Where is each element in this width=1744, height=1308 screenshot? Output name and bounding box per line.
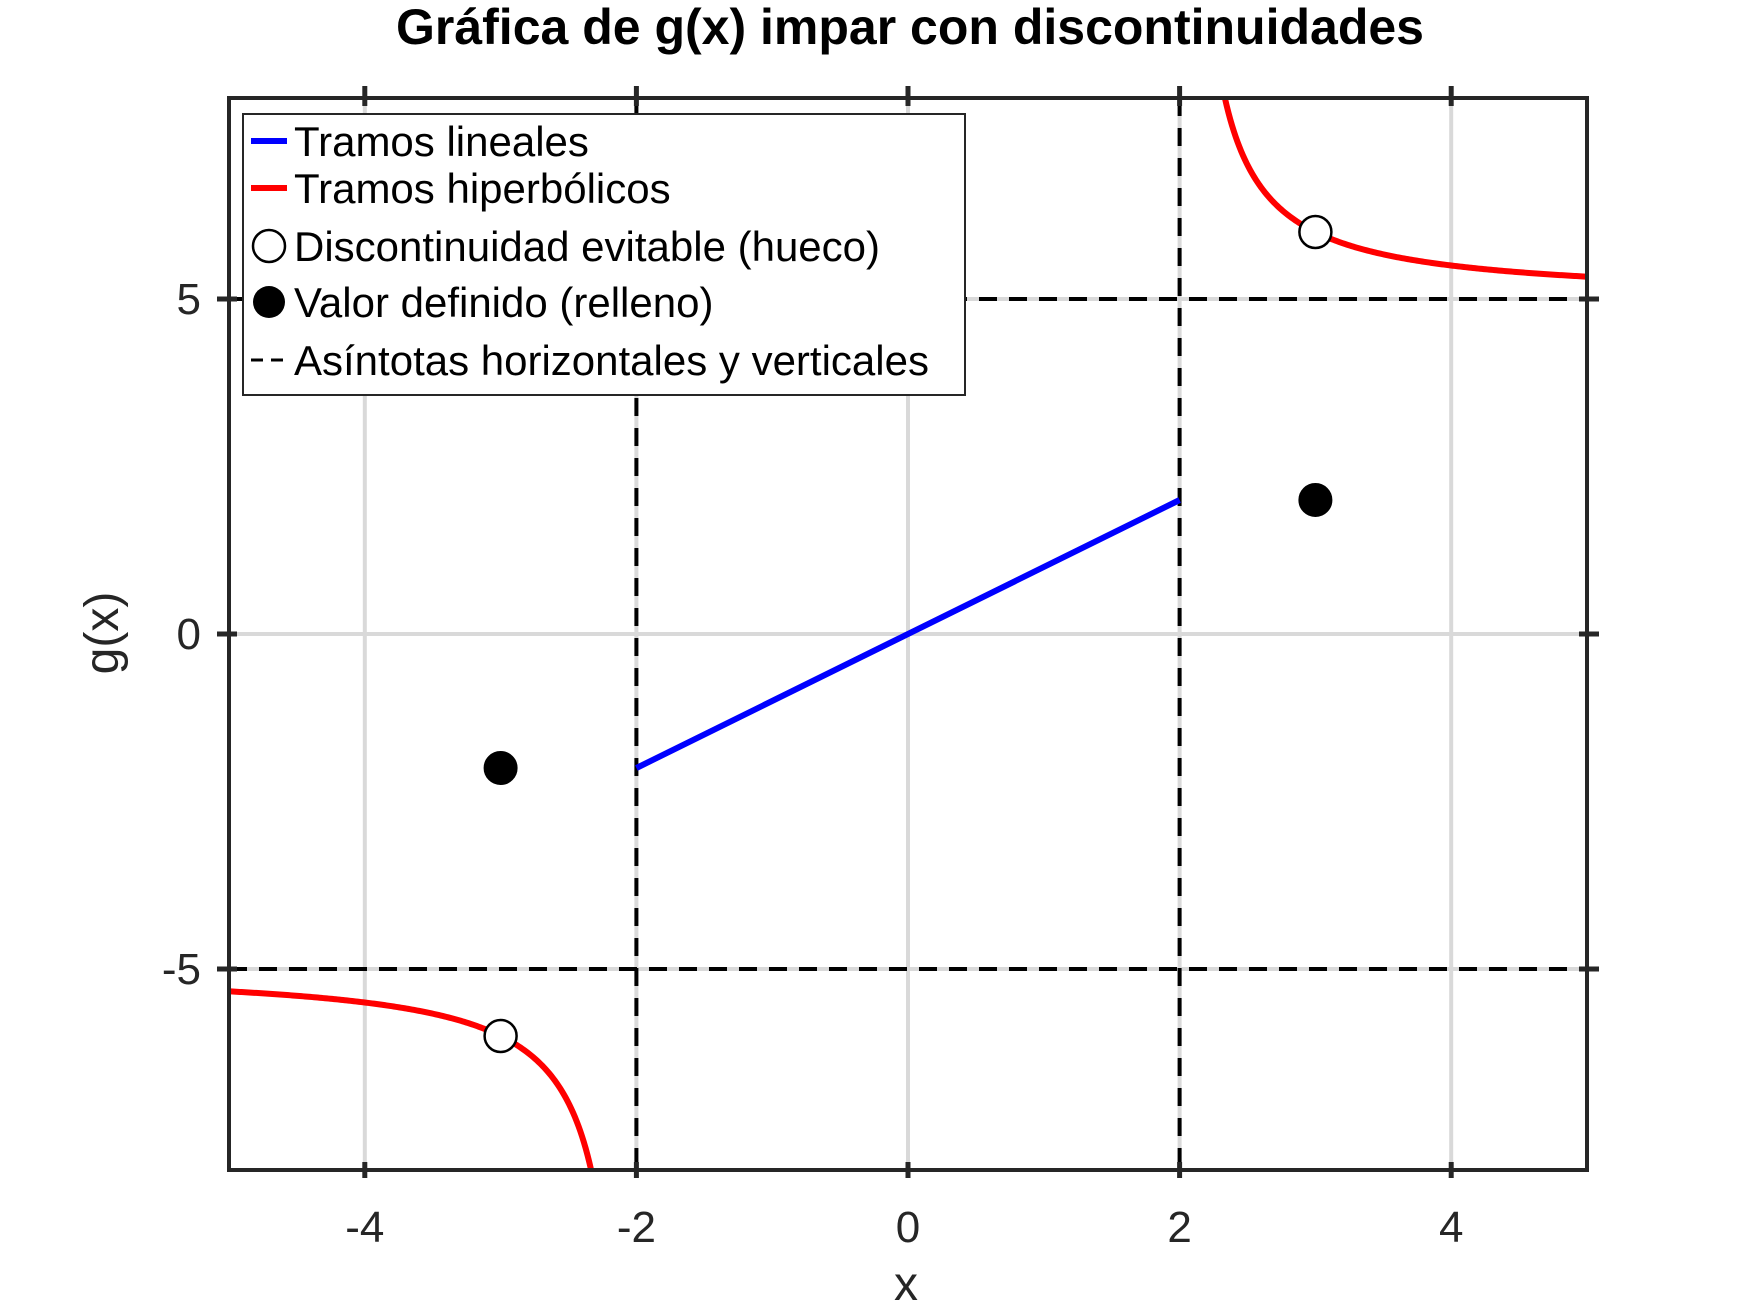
- linear-segment: [635, 497, 1181, 771]
- tick-labels: -4 -2 0 2 4 -5 0 5: [162, 275, 1464, 1252]
- open-point: [1298, 214, 1333, 250]
- chart-title: Gráfica de g(x) impar con discontinuidad…: [396, 0, 1424, 55]
- x-tick-label: -4: [345, 1203, 384, 1252]
- open-point: [483, 1018, 518, 1054]
- legend-entry: Tramos lineales: [251, 118, 589, 165]
- y-tick-label: -5: [162, 945, 201, 994]
- legend-entry: Valor definido (relleno): [253, 279, 713, 326]
- series: [228, 97, 1588, 1171]
- legend-entry: Tramos hiperbólicos: [251, 165, 671, 212]
- points: [483, 214, 1333, 1054]
- legend-label: Tramos lineales: [294, 118, 589, 165]
- legend-entry: Discontinuidad evitable (hueco): [251, 223, 880, 270]
- x-tick-label: 2: [1167, 1203, 1191, 1252]
- y-axis-label: g(x): [76, 592, 129, 675]
- y-tick-label: 0: [177, 610, 201, 659]
- hyperbolic-branch-left: [228, 988, 595, 1171]
- filled-point: [1298, 483, 1333, 517]
- legend-box: [242, 113, 966, 396]
- legend-entry: Asíntotas horizontales y verticales: [251, 337, 929, 384]
- axes: [217, 86, 1599, 1178]
- legend-label: Tramos hiperbólicos: [294, 165, 671, 212]
- x-tick-label: 0: [896, 1203, 920, 1252]
- x-axis-label: x: [894, 1258, 918, 1308]
- legend-label: Discontinuidad evitable (hueco): [294, 223, 880, 270]
- legend-swatch-filled: [253, 286, 285, 318]
- legend-label: Valor definido (relleno): [294, 279, 713, 326]
- hyperbolic-branch-right: [1221, 97, 1588, 280]
- x-tick-label: -2: [617, 1203, 656, 1252]
- x-tick-label: 4: [1439, 1203, 1463, 1252]
- legend-label: Asíntotas horizontales y verticales: [294, 337, 929, 384]
- legend-swatch-open: [251, 228, 287, 264]
- filled-point: [483, 751, 518, 785]
- y-tick-label: 5: [177, 275, 201, 324]
